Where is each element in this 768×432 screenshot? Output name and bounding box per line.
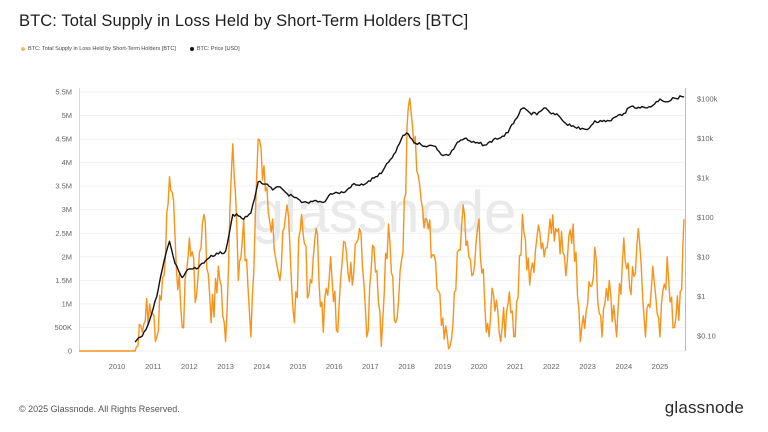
legend-item-price[interactable]: BTC: Price [USD]: [189, 46, 240, 52]
chart-legend: BTC: Total Supply in Loss Held by Short-…: [21, 46, 240, 52]
svg-text:$10: $10: [697, 253, 710, 262]
svg-text:2015: 2015: [290, 362, 307, 371]
svg-text:2020: 2020: [471, 362, 488, 371]
svg-text:2012: 2012: [181, 362, 198, 371]
svg-text:2014: 2014: [253, 362, 270, 371]
svg-text:$100k: $100k: [697, 95, 718, 104]
svg-text:1.5M: 1.5M: [55, 276, 72, 285]
svg-text:2021: 2021: [507, 362, 524, 371]
svg-text:$0.10: $0.10: [697, 332, 716, 341]
svg-text:5.5M: 5.5M: [55, 88, 72, 97]
svg-text:3M: 3M: [62, 205, 72, 214]
svg-text:2016: 2016: [326, 362, 343, 371]
supply-in-loss-line: [79, 97, 685, 352]
svg-text:2019: 2019: [434, 362, 451, 371]
svg-text:$1: $1: [697, 292, 705, 301]
black-dot-icon: [189, 47, 194, 51]
svg-text:$100: $100: [697, 213, 714, 222]
price-line: [134, 95, 685, 343]
orange-dot-icon: [21, 47, 25, 51]
svg-text:2018: 2018: [398, 362, 415, 371]
x-axis: 2010 2011 2012 2013 2014 2015 2016 2017 2018 2019…: [109, 362, 669, 371]
svg-text:2.5M: 2.5M: [55, 229, 72, 238]
svg-text:2022: 2022: [543, 362, 560, 371]
legend-item-supply-in-loss[interactable]: BTC: Total Supply in Loss Held by Short-…: [21, 46, 176, 52]
svg-text:4M: 4M: [62, 158, 72, 167]
svg-text:$1k: $1k: [697, 174, 709, 183]
legend-label: BTC: Price [USD]: [196, 46, 240, 52]
glassnode-logo: glassnode: [664, 398, 744, 417]
svg-text:2011: 2011: [145, 362, 161, 371]
watermark: glassnode: [252, 180, 516, 245]
svg-text:500K: 500K: [54, 323, 72, 332]
svg-text:$10k: $10k: [697, 134, 714, 143]
chart-title: BTC: Total Supply in Loss Held by Short-…: [19, 12, 469, 30]
svg-text:2024: 2024: [615, 362, 632, 371]
svg-text:2013: 2013: [217, 362, 234, 371]
svg-text:1M: 1M: [62, 299, 72, 308]
right-y-axis: $0.10 $1 $10 $100 $1k $10k $100k: [697, 95, 718, 341]
legend-label: BTC: Total Supply in Loss Held by Short-…: [28, 46, 176, 52]
svg-text:2017: 2017: [362, 362, 379, 371]
svg-text:2M: 2M: [62, 252, 72, 261]
svg-text:2023: 2023: [579, 362, 596, 371]
svg-text:0: 0: [68, 347, 72, 356]
svg-text:2010: 2010: [109, 362, 126, 371]
copyright-text: © 2025 Glassnode. All Rights Reserved.: [19, 404, 180, 414]
svg-text:3.5M: 3.5M: [55, 182, 72, 191]
svg-text:5M: 5M: [62, 111, 72, 120]
svg-text:4.5M: 4.5M: [55, 135, 72, 144]
svg-text:2025: 2025: [652, 362, 669, 371]
left-y-axis: 0 500K 1M 1.5M 2M 2.5M 3M 3.5M 4M 4.5M 5M 5.5M: [54, 88, 72, 356]
